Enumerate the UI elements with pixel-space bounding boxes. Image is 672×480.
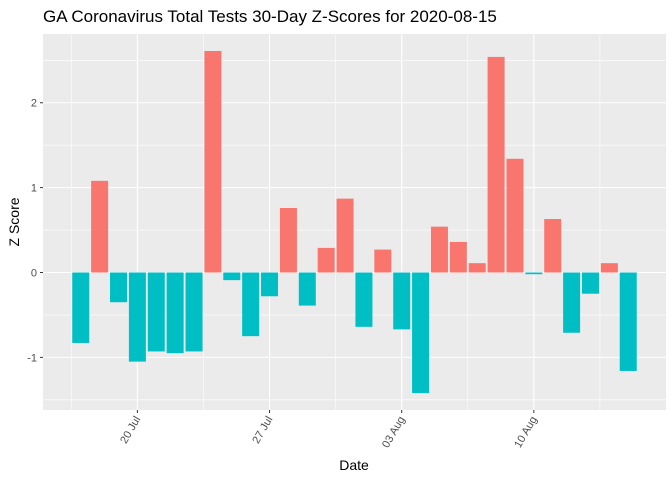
bar [223,272,241,281]
bar [185,272,203,352]
bar [374,249,392,273]
minor-gridlines [43,34,666,410]
y-axis-title: Z Score [6,197,22,246]
bar [563,272,581,333]
bar [110,272,128,303]
chart-title: GA Coronavirus Total Tests 30-Day Z-Scor… [43,7,497,26]
bar [204,50,222,273]
bar [355,272,373,327]
y-tick-label: 2 [31,98,37,110]
bar [147,272,165,352]
bar [261,272,279,297]
plot-panel [43,34,666,410]
bar [619,272,637,371]
bar [393,272,411,330]
bar [412,272,430,394]
bar [298,272,316,306]
bar [581,272,599,294]
bars [72,50,637,394]
bar [487,56,505,273]
bar [317,247,335,273]
bar [544,219,562,273]
y-tick-label: 0 [31,268,37,280]
bar [430,226,448,273]
y-tick-label: 1 [31,183,37,195]
x-axis-title: Date [339,457,369,473]
bar [525,272,543,275]
major-gridlines [43,34,666,410]
y-axis: -1 0 1 2 [27,98,43,364]
bar [242,272,260,337]
bar [449,241,467,273]
bar [506,158,524,273]
bar [600,263,618,273]
bar [468,263,486,273]
bar [91,180,109,273]
bar [128,272,146,362]
bar [279,207,297,273]
bar [336,198,354,273]
bar [166,272,184,354]
y-tick-label: -1 [27,352,37,364]
bar [72,272,90,343]
